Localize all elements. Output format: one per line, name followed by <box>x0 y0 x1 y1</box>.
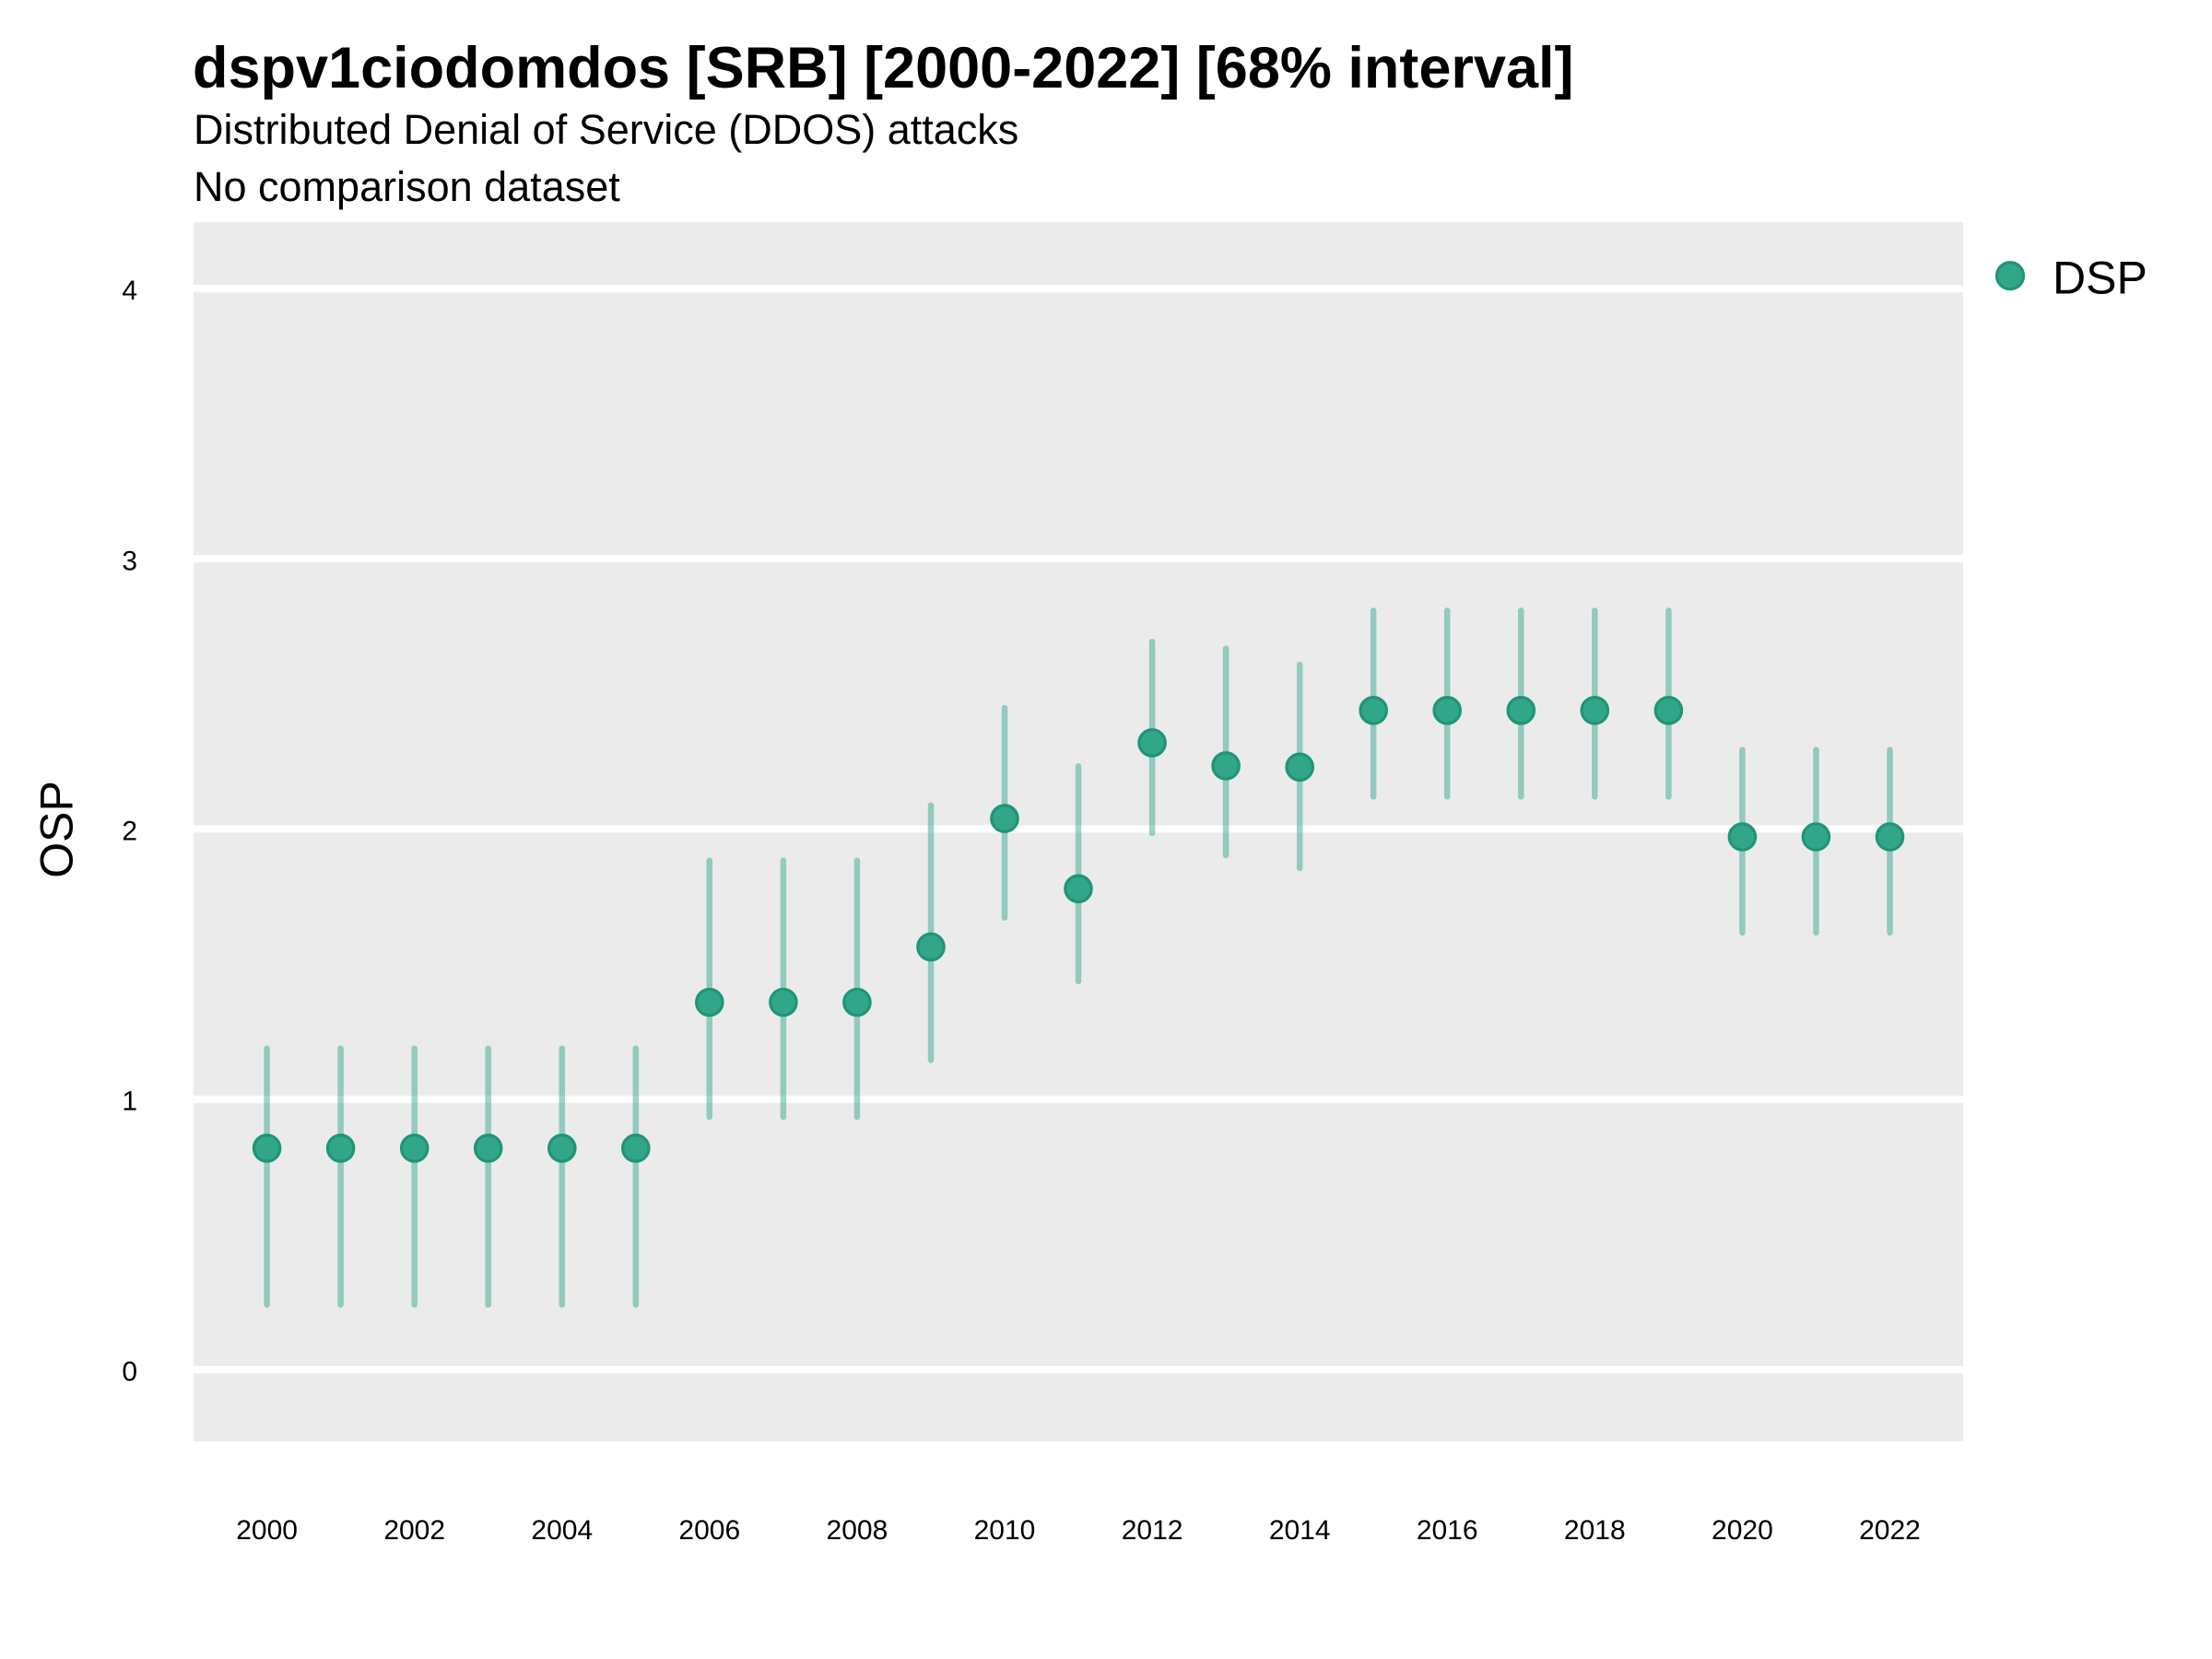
svg-text:2002: 2002 <box>383 1515 445 1546</box>
svg-text:OSP: OSP <box>31 781 83 878</box>
svg-text:2: 2 <box>122 816 137 846</box>
svg-text:2016: 2016 <box>1417 1515 1478 1546</box>
svg-text:2020: 2020 <box>1712 1515 1773 1546</box>
svg-text:4: 4 <box>122 276 137 306</box>
svg-text:2014: 2014 <box>1269 1515 1331 1546</box>
svg-text:1: 1 <box>122 1087 137 1117</box>
svg-text:2008: 2008 <box>827 1515 888 1546</box>
svg-text:0: 0 <box>122 1357 137 1387</box>
svg-text:Distributed Denial of Service: Distributed Denial of Service (DDOS) att… <box>194 106 1018 153</box>
svg-text:2022: 2022 <box>1859 1515 1921 1546</box>
svg-text:DSP: DSP <box>2053 253 2147 304</box>
svg-text:3: 3 <box>122 546 137 576</box>
svg-text:2018: 2018 <box>1564 1515 1626 1546</box>
svg-text:No comparison dataset: No comparison dataset <box>194 163 620 210</box>
svg-text:2010: 2010 <box>974 1515 1036 1546</box>
svg-text:2006: 2006 <box>678 1515 740 1546</box>
svg-text:dspv1ciodomdos [SRB] [2000-202: dspv1ciodomdos [SRB] [2000-2022] [68% in… <box>193 36 1573 100</box>
svg-text:2004: 2004 <box>531 1515 593 1546</box>
svg-text:2000: 2000 <box>236 1515 298 1546</box>
svg-text:2012: 2012 <box>1122 1515 1183 1546</box>
